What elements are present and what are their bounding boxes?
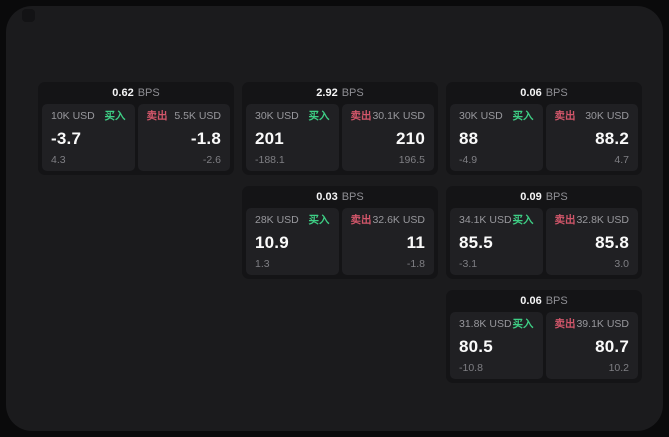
quote-card: 2.92 BPS 30K USD 买入 201 -188.1 卖出 30.1K …: [242, 82, 438, 175]
sell-panel[interactable]: 卖出 30.1K USD 210 196.5: [341, 104, 434, 171]
quote-card: 0.03 BPS 28K USD 买入 10.9 1.3 卖出 32.6K US…: [242, 186, 438, 279]
sell-side-label: 卖出: [554, 318, 576, 330]
sell-price: 88.2: [595, 128, 629, 148]
sell-price: -1.8: [190, 128, 221, 148]
sell-delta: 3.0: [614, 257, 629, 270]
quote-card: 0.06 BPS 31.8K USD 买入 80.5 -10.8 卖出 39.1…: [446, 290, 642, 383]
bps-unit-label: BPS: [341, 86, 364, 99]
buy-delta: -188.1: [255, 153, 285, 166]
sell-delta: -2.6: [202, 153, 221, 166]
buy-side-label: 买入: [308, 110, 330, 122]
sell-amount: 5.5K USD: [174, 110, 221, 122]
buy-panel[interactable]: 34.1K USD 买入 85.5 -3.1: [450, 208, 543, 275]
bps-header: 0.09 BPS: [450, 186, 638, 208]
buy-panel[interactable]: 30K USD 买入 88 -4.9: [450, 104, 543, 171]
buy-price: 201: [255, 128, 284, 148]
bps-value: 0.03: [316, 190, 338, 203]
buy-price: 10.9: [255, 232, 289, 252]
buy-price: 88: [459, 128, 479, 148]
buy-delta: 4.3: [51, 153, 66, 166]
bps-value: 0.62: [112, 86, 134, 99]
bps-header: 0.62 BPS: [42, 82, 230, 104]
bps-value: 0.06: [520, 86, 542, 99]
quote-panels: 30K USD 买入 88 -4.9 卖出 30K USD 88.2 4.7: [450, 104, 638, 171]
buy-amount: 28K USD: [255, 214, 299, 226]
sell-side-label: 卖出: [554, 214, 576, 226]
sell-delta: -1.8: [406, 257, 425, 270]
bps-unit-label: BPS: [545, 190, 568, 203]
bps-header: 0.06 BPS: [450, 290, 638, 312]
buy-panel[interactable]: 31.8K USD 买入 80.5 -10.8: [450, 312, 543, 379]
buy-panel[interactable]: 10K USD 买入 -3.7 4.3: [42, 104, 135, 171]
sell-price: 85.8: [595, 232, 629, 252]
sell-delta: 10.2: [608, 361, 629, 374]
buy-side-label: 买入: [512, 214, 534, 226]
buy-amount: 34.1K USD: [459, 214, 512, 226]
buy-delta: -3.1: [459, 257, 478, 270]
quote-card: 0.62 BPS 10K USD 买入 -3.7 4.3 卖出 5.5K USD…: [38, 82, 234, 175]
bps-value: 0.09: [520, 190, 542, 203]
buy-delta: -4.9: [459, 153, 478, 166]
sell-panel[interactable]: 卖出 32.6K USD 11 -1.8: [341, 208, 434, 275]
bps-unit-label: BPS: [137, 86, 160, 99]
buy-price: 80.5: [459, 336, 493, 356]
quote-panels: 28K USD 买入 10.9 1.3 卖出 32.6K USD 11 -1.8: [246, 208, 434, 275]
sell-panel[interactable]: 卖出 5.5K USD -1.8 -2.6: [137, 104, 230, 171]
quote-card-grid: 0.62 BPS 10K USD 买入 -3.7 4.3 卖出 5.5K USD…: [38, 82, 642, 383]
sell-delta: 4.7: [614, 153, 629, 166]
buy-delta: -10.8: [459, 361, 483, 374]
sell-price: 11: [406, 232, 425, 252]
sell-price: 80.7: [595, 336, 629, 356]
quote-card: 0.06 BPS 30K USD 买入 88 -4.9 卖出 30K USD 8…: [446, 82, 642, 175]
sell-side-label: 卖出: [350, 214, 372, 226]
buy-side-label: 买入: [512, 110, 534, 122]
buy-delta: 1.3: [255, 257, 270, 270]
sell-side-label: 卖出: [350, 110, 372, 122]
buy-amount: 31.8K USD: [459, 318, 512, 330]
buy-side-label: 买入: [104, 110, 126, 122]
bps-header: 0.03 BPS: [246, 186, 434, 208]
bps-unit-label: BPS: [545, 294, 568, 307]
sell-panel[interactable]: 卖出 30K USD 88.2 4.7: [545, 104, 638, 171]
bps-unit-label: BPS: [545, 86, 568, 99]
sell-side-label: 卖出: [554, 110, 576, 122]
quote-panels: 10K USD 买入 -3.7 4.3 卖出 5.5K USD -1.8 -2.…: [42, 104, 230, 171]
buy-amount: 10K USD: [51, 110, 95, 122]
sell-amount: 32.8K USD: [576, 214, 629, 226]
buy-panel[interactable]: 30K USD 买入 201 -188.1: [246, 104, 339, 171]
sell-amount: 32.6K USD: [372, 214, 425, 226]
sell-amount: 30K USD: [585, 110, 629, 122]
buy-price: -3.7: [51, 128, 82, 148]
quote-panels: 34.1K USD 买入 85.5 -3.1 卖出 32.8K USD 85.8…: [450, 208, 638, 275]
bps-value: 0.06: [520, 294, 542, 307]
quote-panels: 30K USD 买入 201 -188.1 卖出 30.1K USD 210 1…: [246, 104, 434, 171]
quote-panels: 31.8K USD 买入 80.5 -10.8 卖出 39.1K USD 80.…: [450, 312, 638, 379]
bps-value: 2.92: [316, 86, 338, 99]
buy-amount: 30K USD: [459, 110, 503, 122]
bps-header: 0.06 BPS: [450, 82, 638, 104]
sell-amount: 30.1K USD: [372, 110, 425, 122]
sell-price: 210: [396, 128, 425, 148]
quote-card: 0.09 BPS 34.1K USD 买入 85.5 -3.1 卖出 32.8K…: [446, 186, 642, 279]
bps-unit-label: BPS: [341, 190, 364, 203]
buy-side-label: 买入: [512, 318, 534, 330]
sell-amount: 39.1K USD: [576, 318, 629, 330]
buy-panel[interactable]: 28K USD 买入 10.9 1.3: [246, 208, 339, 275]
sell-delta: 196.5: [398, 153, 425, 166]
sell-panel[interactable]: 卖出 39.1K USD 80.7 10.2: [545, 312, 638, 379]
buy-amount: 30K USD: [255, 110, 299, 122]
sell-panel[interactable]: 卖出 32.8K USD 85.8 3.0: [545, 208, 638, 275]
app-logo-icon: [22, 9, 35, 22]
buy-side-label: 买入: [308, 214, 330, 226]
sell-side-label: 卖出: [146, 110, 168, 122]
bps-header: 2.92 BPS: [246, 82, 434, 104]
buy-price: 85.5: [459, 232, 493, 252]
